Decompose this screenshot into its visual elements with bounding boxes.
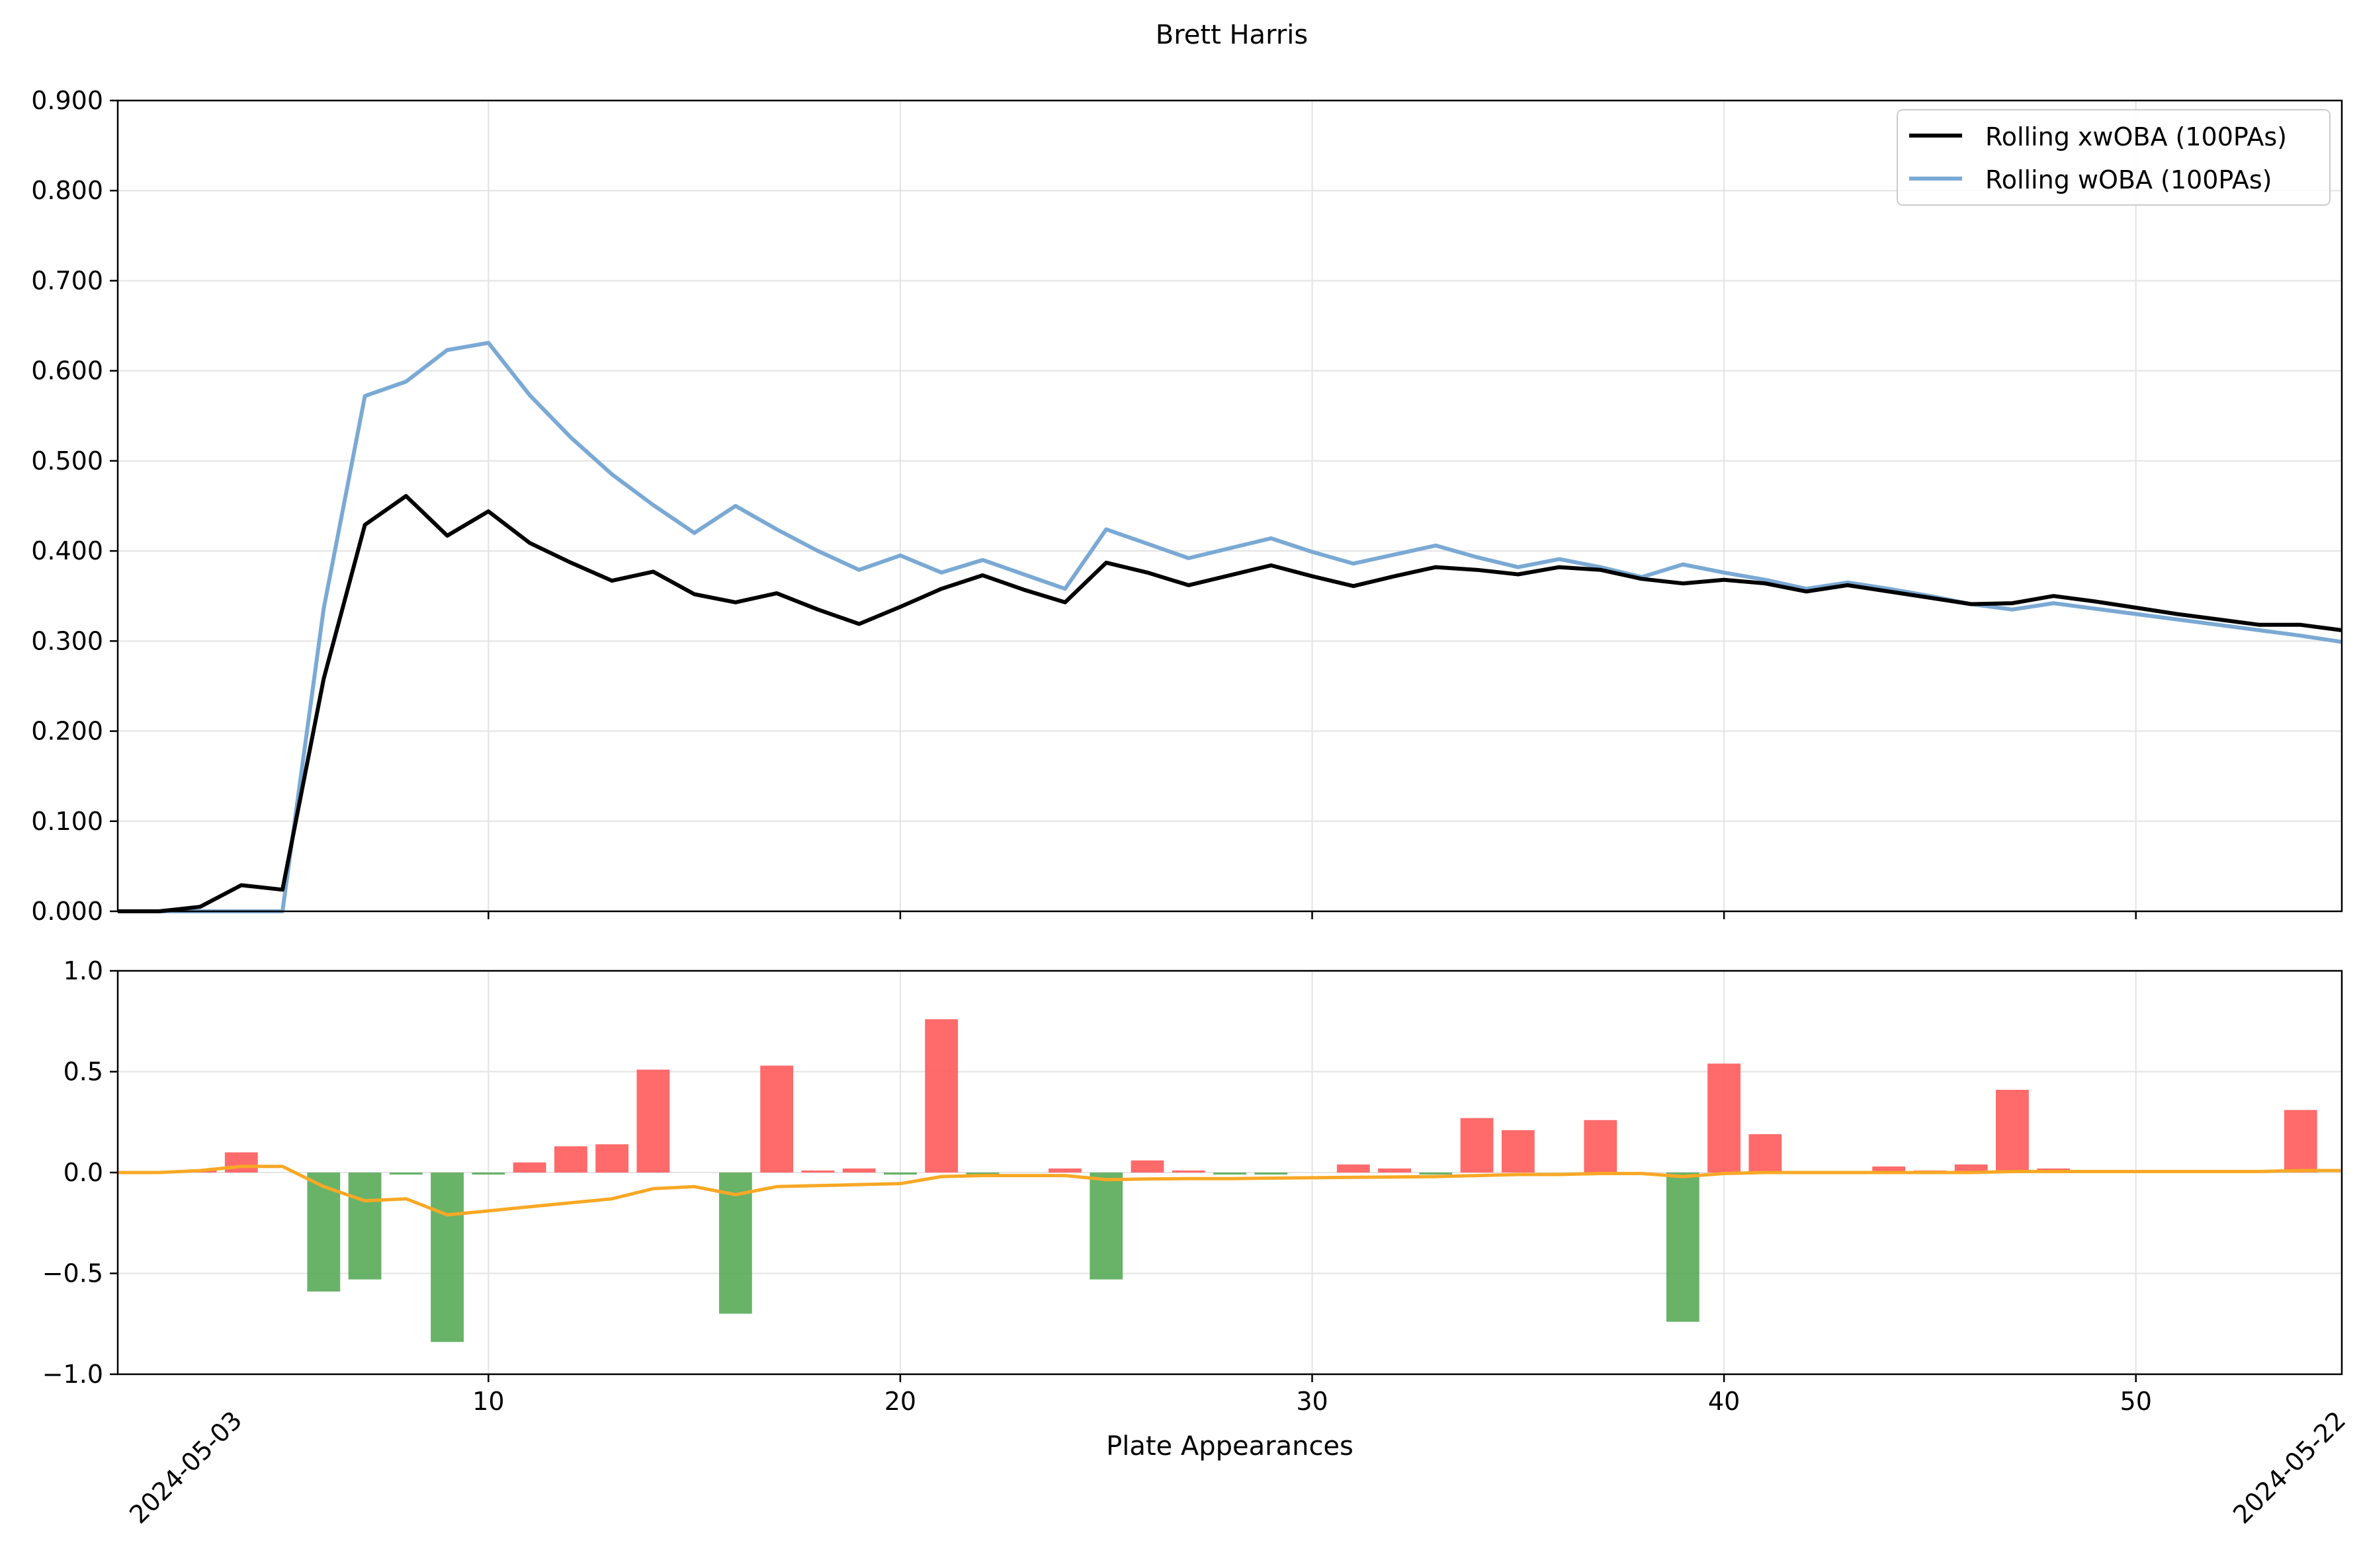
bar xyxy=(760,1065,794,1173)
bar xyxy=(348,1173,382,1280)
top-y-tick-label: 0.800 xyxy=(31,176,103,205)
bar xyxy=(554,1146,587,1173)
top-panel-series xyxy=(118,341,2342,913)
top-y-tick-label: 0.100 xyxy=(31,807,103,836)
chart-title: Brett Harris xyxy=(1156,20,1308,50)
bar xyxy=(224,1152,258,1173)
bar xyxy=(1419,1173,1453,1175)
bottom-panel-trend xyxy=(118,1165,2342,1217)
bar xyxy=(1748,1134,1782,1173)
bar xyxy=(636,1069,670,1173)
bottom-panel-bars xyxy=(183,1019,2317,1342)
bar xyxy=(966,1173,1000,1175)
top-y-tick-label: 0.700 xyxy=(31,266,103,295)
legend-label-xwoba: Rolling xwOBA (100PAs) xyxy=(1985,122,2287,151)
bar xyxy=(801,1170,835,1173)
x-axis-label: Plate Appearances xyxy=(1106,1431,1353,1462)
bar xyxy=(1090,1173,1123,1280)
bottom-x-tick-label: 20 xyxy=(884,1387,916,1416)
bar xyxy=(1378,1168,1411,1173)
top-panel-frame xyxy=(116,99,2343,913)
series-line-woba xyxy=(118,341,2342,913)
bar xyxy=(1707,1063,1741,1173)
bar xyxy=(1996,1089,2029,1173)
date-label-end: 2024-05-22 xyxy=(2227,1405,2351,1529)
bar xyxy=(307,1173,341,1292)
bar xyxy=(472,1173,505,1175)
top-panel-ticks: 0.000 0.100 0.200 0.300 0.400 0.500 0.600 0.700… xyxy=(31,86,2137,926)
bar xyxy=(513,1162,546,1173)
bottom-x-tick-label: 30 xyxy=(1296,1387,1328,1416)
bottom-y-tick-label: −1.0 xyxy=(42,1360,103,1389)
bar xyxy=(1584,1120,1617,1173)
legend-label-woba: Rolling wOBA (100PAs) xyxy=(1985,165,2272,194)
trend-line xyxy=(118,1165,2342,1217)
bar xyxy=(1872,1166,1906,1173)
bar xyxy=(2284,1110,2317,1173)
legend: Rolling xwOBA (100PAs) Rolling wOBA (100… xyxy=(1897,109,2331,206)
bottom-x-tick-label: 50 xyxy=(2120,1387,2152,1416)
top-y-tick-label: 0.600 xyxy=(31,356,103,386)
bar xyxy=(389,1173,423,1175)
top-y-tick-label: 0.000 xyxy=(31,897,103,926)
top-y-tick-label: 0.500 xyxy=(31,446,103,475)
series-line-xwoba xyxy=(118,494,2342,913)
bar xyxy=(884,1173,917,1175)
bottom-y-tick-label: 0.0 xyxy=(64,1158,103,1187)
bar xyxy=(1460,1118,1494,1173)
bar xyxy=(1336,1164,1370,1173)
top-y-tick-label: 0.400 xyxy=(31,536,103,565)
bottom-y-tick-label: 1.0 xyxy=(64,956,103,985)
bar xyxy=(595,1144,629,1173)
bar xyxy=(925,1019,959,1173)
top-y-tick-label: 0.200 xyxy=(31,717,103,746)
bottom-panel-ticks: 1.0 0.5 0.0 −0.5 −1.0 10 20 30 40 50 xyxy=(42,956,2152,1416)
date-label-start: 2024-05-03 xyxy=(124,1405,247,1529)
bar xyxy=(1131,1160,1164,1173)
bar xyxy=(1501,1130,1535,1173)
top-y-tick-label: 0.300 xyxy=(31,626,103,655)
bar xyxy=(1666,1173,1699,1322)
bottom-x-tick-label: 10 xyxy=(472,1387,504,1416)
bar xyxy=(1213,1173,1246,1175)
bar xyxy=(1172,1170,1205,1173)
bar xyxy=(1049,1168,1082,1173)
top-y-tick-label: 0.900 xyxy=(31,86,103,115)
bottom-y-tick-label: −0.5 xyxy=(42,1259,103,1288)
bar xyxy=(431,1173,464,1342)
bar xyxy=(842,1168,876,1173)
bar xyxy=(1254,1173,1288,1175)
bottom-y-tick-label: 0.5 xyxy=(64,1057,103,1087)
bar xyxy=(1954,1164,1988,1173)
legend-frame xyxy=(1897,109,2331,206)
top-panel-grid xyxy=(118,100,2342,912)
bottom-x-tick-label: 40 xyxy=(1708,1387,1740,1416)
